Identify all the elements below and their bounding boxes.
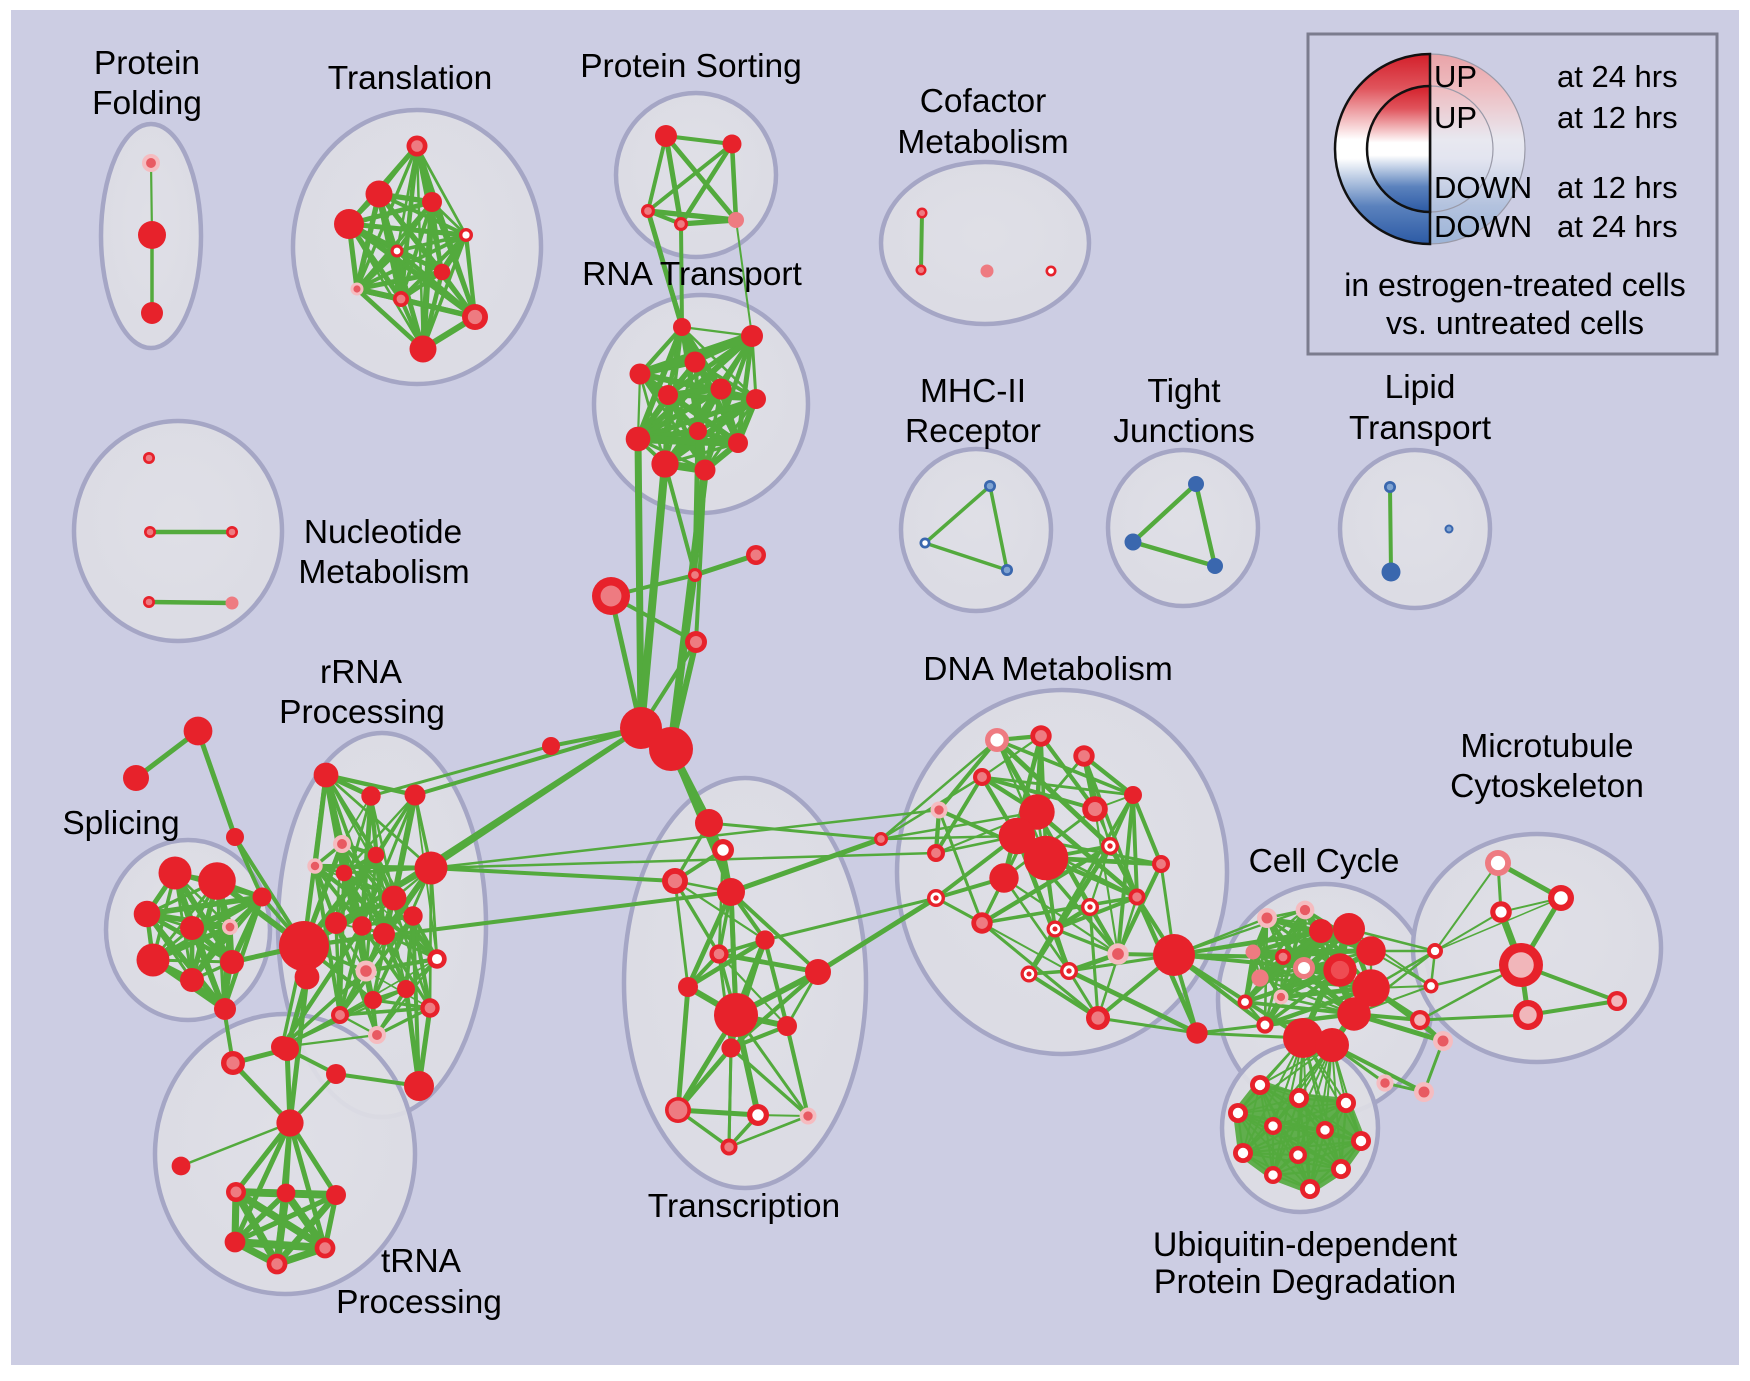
svg-text:DNA Metabolism: DNA Metabolism [923, 651, 1172, 688]
svg-text:at 24 hrs: at 24 hrs [1557, 209, 1678, 244]
svg-text:Transport: Transport [1349, 410, 1492, 447]
svg-text:Metabolism: Metabolism [298, 554, 469, 591]
svg-text:DOWN: DOWN [1434, 209, 1532, 244]
svg-text:Cell Cycle: Cell Cycle [1249, 843, 1400, 880]
svg-text:Splicing: Splicing [62, 805, 179, 842]
svg-text:at 24 hrs: at 24 hrs [1557, 59, 1678, 94]
svg-text:Folding: Folding [92, 85, 202, 122]
svg-text:rRNA: rRNA [320, 654, 403, 691]
svg-text:tRNA: tRNA [381, 1243, 462, 1280]
svg-text:vs. untreated cells: vs. untreated cells [1386, 305, 1644, 341]
svg-text:Cofactor: Cofactor [920, 83, 1047, 120]
svg-text:Receptor: Receptor [905, 413, 1041, 450]
svg-text:Metabolism: Metabolism [897, 124, 1068, 161]
svg-text:Processing: Processing [279, 694, 445, 731]
svg-text:Translation: Translation [328, 60, 492, 97]
svg-text:Transcription: Transcription [648, 1188, 840, 1225]
svg-text:Ubiquitin-dependent: Ubiquitin-dependent [1153, 1226, 1458, 1264]
svg-text:at 12 hrs: at 12 hrs [1557, 100, 1678, 135]
svg-text:Protein Degradation: Protein Degradation [1154, 1263, 1456, 1301]
svg-text:Lipid: Lipid [1385, 369, 1456, 406]
svg-text:Tight: Tight [1147, 373, 1221, 410]
svg-text:Processing: Processing [336, 1284, 502, 1321]
svg-text:Microtubule: Microtubule [1460, 728, 1633, 765]
svg-text:at 12 hrs: at 12 hrs [1557, 170, 1678, 205]
svg-text:Protein: Protein [94, 45, 200, 82]
svg-text:RNA Transport: RNA Transport [582, 256, 802, 293]
svg-text:MHC-II: MHC-II [920, 373, 1026, 410]
svg-text:in estrogen-treated cells: in estrogen-treated cells [1344, 267, 1686, 303]
svg-text:DOWN: DOWN [1434, 170, 1532, 205]
svg-text:UP: UP [1434, 100, 1477, 135]
svg-text:Protein Sorting: Protein Sorting [580, 48, 802, 85]
svg-text:UP: UP [1434, 59, 1477, 94]
svg-text:Cytoskeleton: Cytoskeleton [1450, 768, 1644, 805]
svg-text:Junctions: Junctions [1113, 413, 1255, 450]
svg-text:Nucleotide: Nucleotide [304, 514, 462, 551]
